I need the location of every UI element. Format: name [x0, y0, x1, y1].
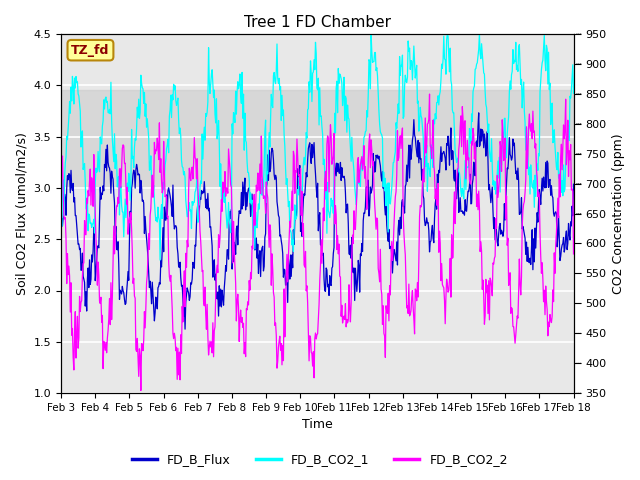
Legend: FD_B_Flux, FD_B_CO2_1, FD_B_CO2_2: FD_B_Flux, FD_B_CO2_1, FD_B_CO2_2: [127, 448, 513, 471]
Title: Tree 1 FD Chamber: Tree 1 FD Chamber: [244, 15, 391, 30]
X-axis label: Time: Time: [302, 419, 333, 432]
Y-axis label: Soil CO2 Flux (umol/m2/s): Soil CO2 Flux (umol/m2/s): [15, 132, 28, 295]
Bar: [61, 90, 573, 188]
Text: TZ_fd: TZ_fd: [71, 44, 109, 57]
Y-axis label: CO2 Concentration (ppm): CO2 Concentration (ppm): [612, 133, 625, 294]
